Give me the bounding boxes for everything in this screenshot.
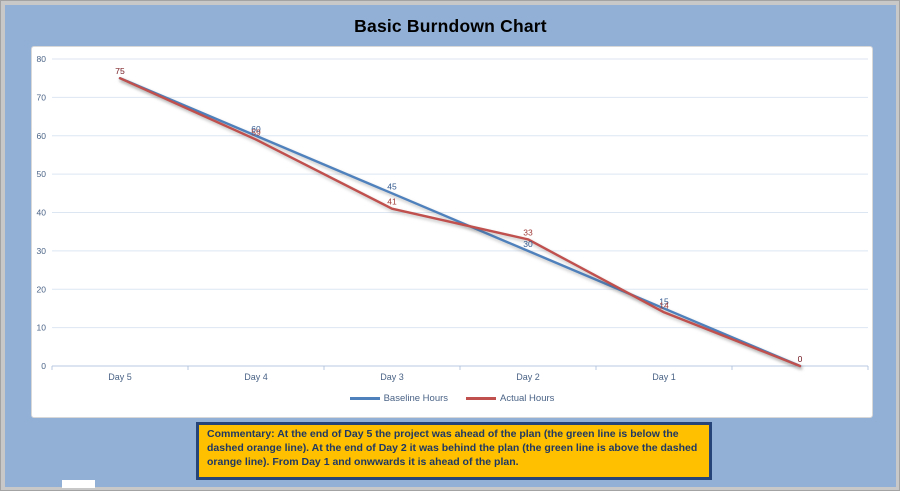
baseline-hours-line[interactable] [118, 76, 802, 368]
commentary-text: Commentary: At the end of Day 5 the proj… [207, 428, 698, 468]
burndown-chart-canvas: 0 10 20 30 40 50 60 70 80 Day 5 Day 4 Day 3 Day 2 Day… [37, 54, 869, 382]
legend-item-actual-hours[interactable]: Actual Hours [466, 393, 554, 404]
y-tick-label: 20 [37, 284, 47, 294]
data-label: 60 [251, 124, 261, 134]
y-tick-label: 10 [37, 323, 47, 333]
data-label: 15 [659, 296, 669, 306]
y-tick-label: 70 [37, 92, 47, 102]
y-tick-label: 60 [37, 131, 47, 141]
data-label: 75 [115, 66, 125, 76]
data-label: 75 [115, 66, 125, 76]
legend-label: Actual Hours [500, 392, 555, 404]
legend-item-baseline-hours[interactable]: Baseline Hours [349, 392, 449, 404]
x-axis-label: Day 5 [108, 372, 132, 382]
data-label: 59 [251, 128, 261, 138]
data-label: 33 [523, 227, 533, 237]
data-label: 0 [798, 354, 803, 364]
y-tick-label: 80 [37, 54, 47, 64]
x-axis-label: Day 2 [516, 372, 540, 382]
chart-legend[interactable]: Baseline Hours Actual Hours [32, 388, 872, 408]
data-label: 41 [387, 197, 397, 207]
bottom-notch [62, 480, 95, 488]
y-tick-label: 0 [41, 361, 46, 371]
data-label: 30 [523, 239, 533, 249]
x-axis-label: Day 1 [652, 372, 676, 382]
actual-hours-line[interactable] [118, 76, 802, 368]
x-axis-label: Day 3 [380, 372, 404, 382]
chart-area[interactable]: 0 10 20 30 40 50 60 70 80 Day 5 Day 4 Day 3 Day 2 Day… [31, 46, 873, 418]
data-label: 14 [659, 300, 669, 310]
x-axis-label: Day 4 [244, 372, 268, 382]
y-tick-label: 40 [37, 208, 47, 218]
slide-background: Basic Burndown Chart 0 10 20 30 40 50 60 70 80 Da… [5, 5, 896, 487]
chart-title: Basic Burndown Chart [354, 16, 547, 36]
y-tick-label: 50 [37, 169, 47, 179]
legend-swatch-actual-hours [466, 396, 497, 400]
y-tick-label: 30 [37, 246, 47, 256]
commentary-box[interactable]: Commentary: At the end of Day 5 the proj… [196, 422, 712, 480]
legend-swatch-baseline-hours [349, 396, 380, 400]
data-label: 45 [387, 181, 397, 191]
data-label: 0 [798, 354, 803, 364]
legend-label: Baseline Hours [383, 392, 449, 404]
